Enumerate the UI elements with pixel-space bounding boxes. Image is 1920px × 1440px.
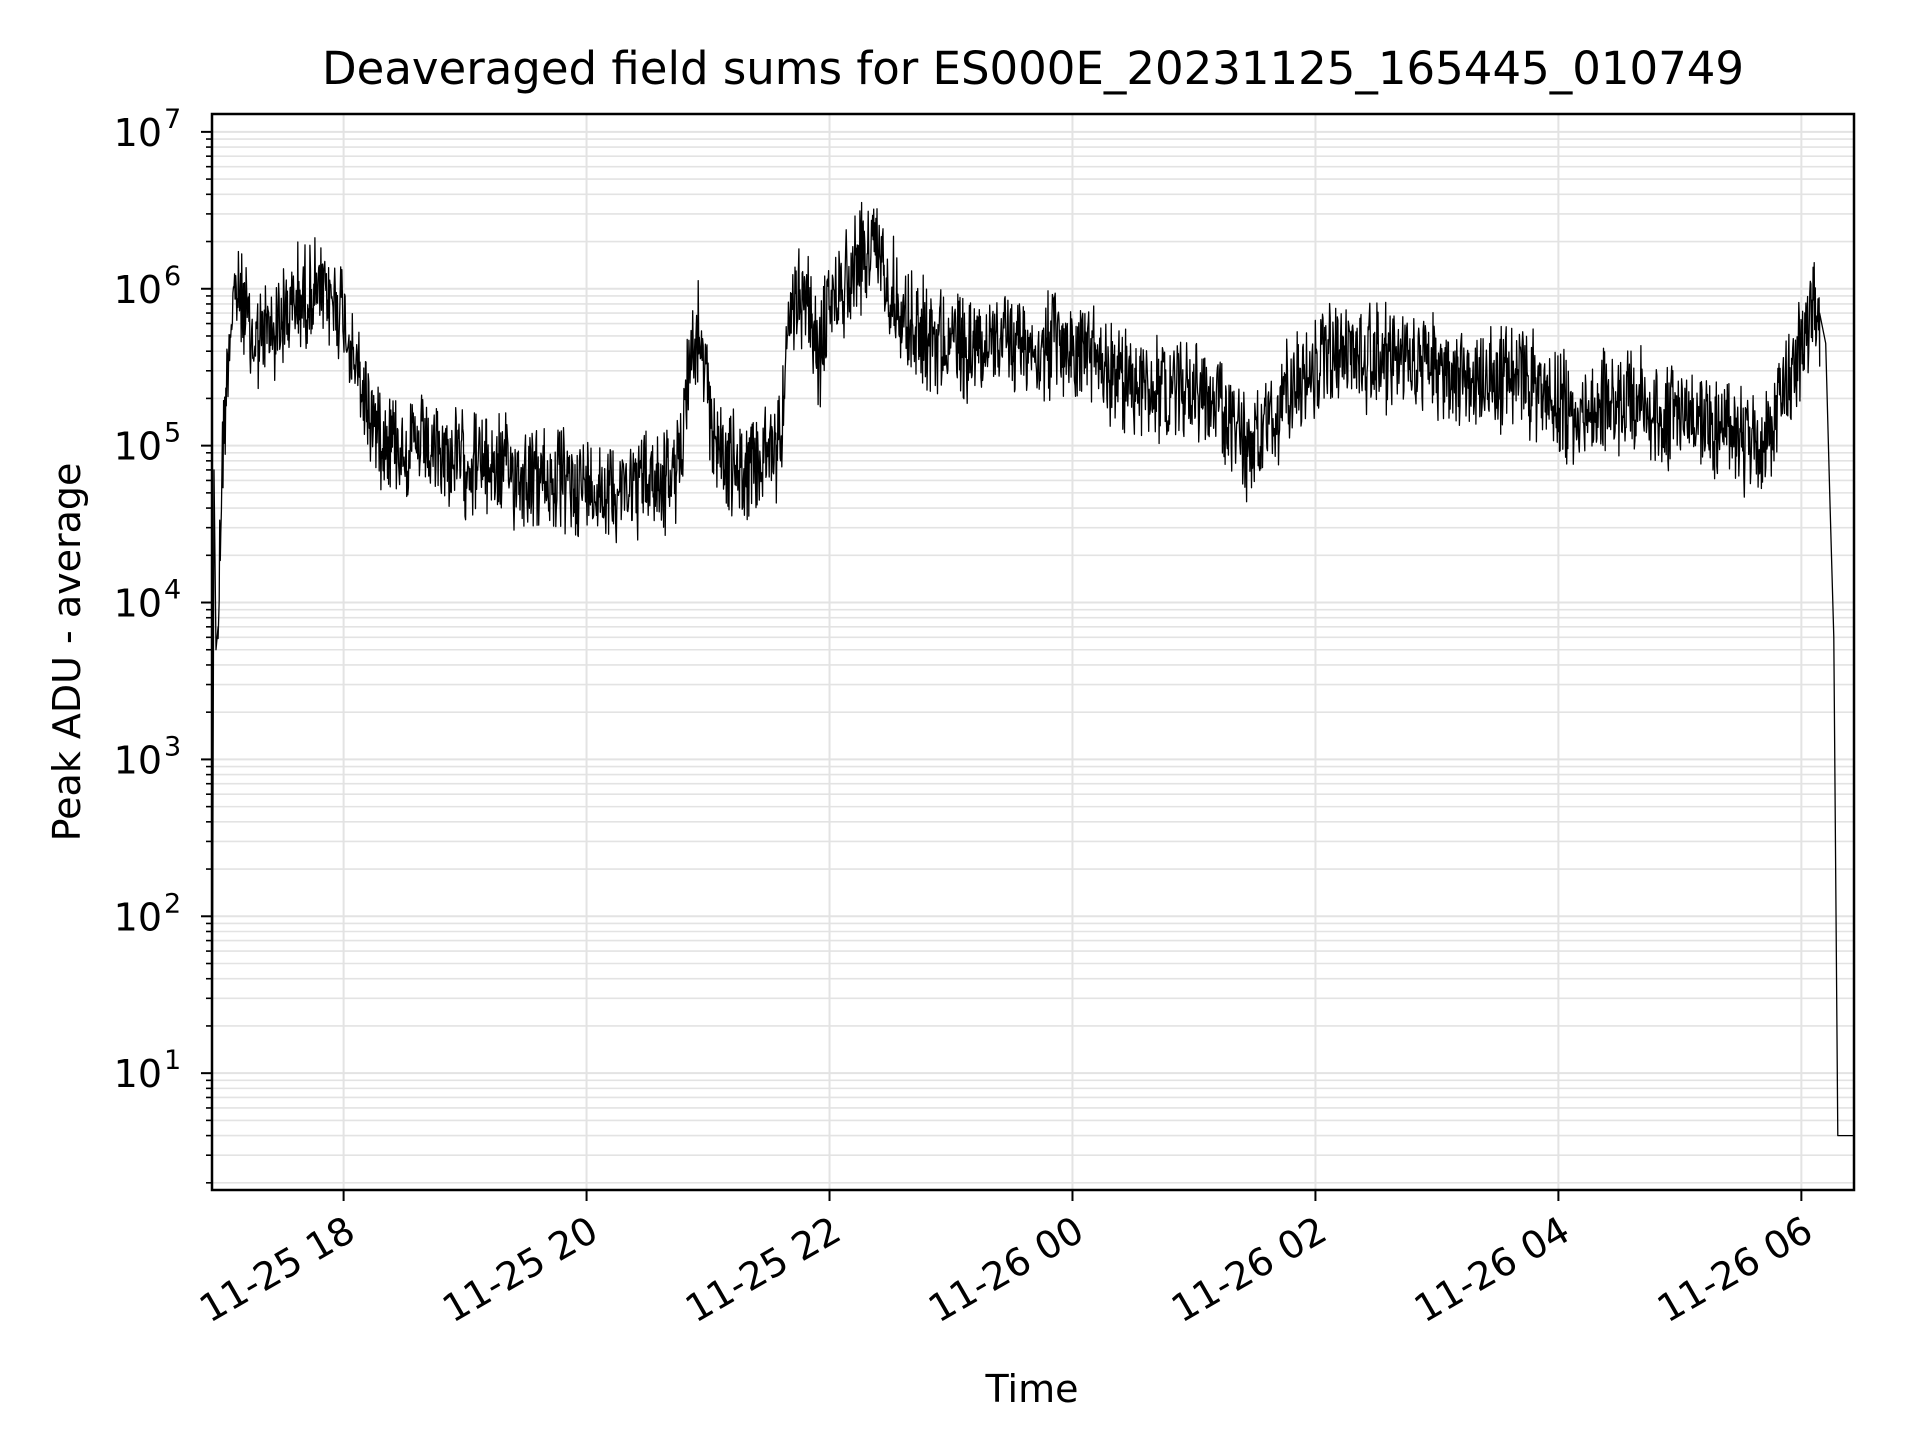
- y-tick-label: 10: [114, 425, 162, 469]
- minor-grid: [212, 138, 1854, 1184]
- y-tick-label: 10: [114, 582, 162, 626]
- y-tick-exponent: 3: [164, 731, 181, 762]
- y-axis-label: Peak ADU - average: [45, 463, 89, 842]
- x-axis: 11-25 18 11-25 20 11-25 22 11-26 00 11-26 02…: [192, 1190, 1820, 1331]
- y-tick-label: 10: [114, 268, 162, 312]
- y-tick-exponent: 5: [164, 418, 181, 449]
- y-tick-label: 10: [114, 738, 162, 782]
- plot-frame: [210, 112, 1856, 1192]
- y-tick-exponent: 2: [164, 888, 181, 919]
- x-tick-label: 11-25 22: [678, 1208, 848, 1332]
- y-tick-label: 10: [114, 1052, 162, 1096]
- x-tick-label: 11-26 04: [1407, 1208, 1577, 1332]
- y-tick-exponent: 4: [164, 575, 181, 606]
- y-tick-label: 10: [114, 895, 162, 939]
- x-tick-label: 11-26 06: [1650, 1208, 1820, 1332]
- y-tick-exponent: 7: [164, 104, 181, 135]
- x-tick-label: 11-25 20: [435, 1208, 605, 1332]
- y-tick-label: 10: [114, 111, 162, 155]
- x-tick-label: 11-26 00: [921, 1208, 1091, 1332]
- y-tick-exponent: 1: [164, 1045, 181, 1076]
- x-tick-label: 11-26 02: [1164, 1208, 1334, 1332]
- major-grid: [212, 114, 1854, 1190]
- series-line: [211, 201, 1854, 1137]
- x-tick-label: 11-25 18: [192, 1208, 362, 1332]
- x-axis-label: Time: [985, 1367, 1079, 1411]
- chart-title: Deaveraged field sums for ES000E_2023112…: [322, 42, 1744, 95]
- y-tick-exponent: 6: [164, 261, 181, 292]
